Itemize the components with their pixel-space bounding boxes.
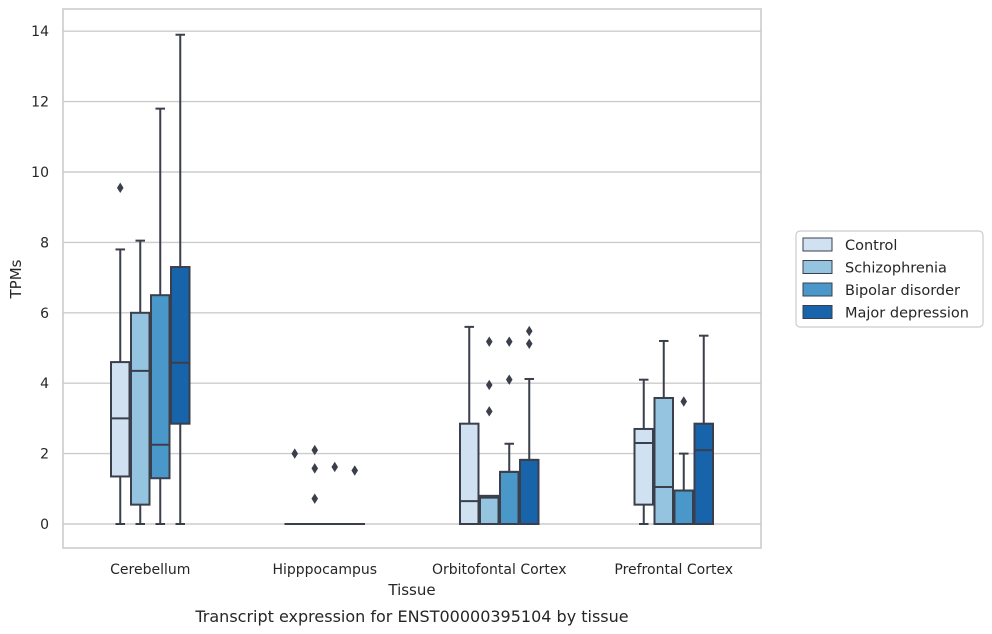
box-1-0 bbox=[284, 448, 305, 526]
outlier-point bbox=[525, 338, 533, 349]
box-iqr bbox=[170, 266, 191, 425]
box-iqr bbox=[499, 470, 520, 525]
box-1-3 bbox=[344, 465, 365, 526]
outlier-point bbox=[291, 448, 299, 459]
outlier-point bbox=[680, 396, 688, 407]
y-tick-label: 10 bbox=[31, 165, 49, 181]
box-0-1 bbox=[130, 239, 151, 525]
outlier-point bbox=[485, 336, 493, 347]
y-tick-label: 4 bbox=[40, 376, 49, 392]
legend-swatch bbox=[802, 237, 833, 252]
y-tick-label: 14 bbox=[31, 24, 49, 40]
y-tick-label: 12 bbox=[31, 95, 49, 111]
box-3-0 bbox=[633, 378, 654, 525]
x-tick-label: Cerebellum bbox=[110, 562, 190, 578]
box-1-1 bbox=[304, 444, 325, 526]
box-3-2 bbox=[673, 396, 694, 525]
box-iqr bbox=[653, 396, 674, 526]
outlier-point bbox=[311, 463, 319, 474]
legend-swatch bbox=[802, 282, 833, 297]
box-iqr bbox=[459, 422, 480, 525]
outlier-point bbox=[331, 461, 339, 473]
outlier-point bbox=[485, 379, 493, 391]
chart-caption: Transcript expression for ENST0000039510… bbox=[194, 607, 628, 626]
y-tick-label: 8 bbox=[40, 235, 49, 251]
y-tick-labels: 0 2 4 6 8 10 12 14 bbox=[31, 24, 49, 533]
box-2-3 bbox=[519, 325, 540, 526]
x-tick-label: Prefrontal Cortex bbox=[614, 562, 733, 578]
outlier-point bbox=[311, 493, 319, 504]
legend-swatch bbox=[802, 260, 833, 274]
outlier-point bbox=[485, 406, 493, 417]
x-tick-label: Orbitofontal Cortex bbox=[432, 562, 567, 578]
x-tick-label: Hipppocampus bbox=[272, 562, 377, 578]
box-iqr bbox=[693, 422, 714, 525]
legend: Control Schizophrenia Bipolar disorder Majo… bbox=[795, 230, 984, 328]
plot-area-frame bbox=[62, 8, 762, 549]
outlier-point bbox=[311, 444, 319, 456]
outlier-point bbox=[351, 465, 359, 476]
legend-label: Bipolar disorder bbox=[845, 283, 960, 299]
x-tick-labels: Cerebellum Hipppocampus Orbitofontal Corte… bbox=[110, 562, 733, 578]
box-iqr bbox=[633, 427, 654, 506]
box-3-3 bbox=[693, 334, 714, 525]
box-2-1 bbox=[479, 336, 500, 525]
box-2-0 bbox=[459, 325, 480, 525]
x-axis-label: Tissue bbox=[387, 581, 435, 599]
box-0-3 bbox=[170, 33, 191, 525]
box-iqr bbox=[519, 458, 540, 526]
boxes bbox=[110, 33, 714, 526]
legend-label: Major depression bbox=[845, 306, 969, 322]
legend-label: Schizophrenia bbox=[845, 261, 947, 277]
outlier-point bbox=[505, 374, 513, 385]
outlier-point bbox=[505, 336, 513, 347]
y-tick-label: 0 bbox=[40, 517, 49, 533]
box-iqr bbox=[479, 494, 500, 525]
box-iqr bbox=[130, 311, 151, 506]
box-0-2 bbox=[150, 107, 171, 525]
box-1-2 bbox=[324, 461, 345, 526]
box-iqr bbox=[150, 294, 171, 480]
box-iqr bbox=[673, 489, 694, 525]
box-0-0 bbox=[110, 182, 131, 525]
outlier-point bbox=[525, 325, 533, 337]
box-3-1 bbox=[653, 339, 674, 526]
legend-frame bbox=[795, 230, 984, 328]
box-2-2 bbox=[499, 336, 520, 525]
y-tick-label: 2 bbox=[40, 447, 49, 463]
legend-label: Control bbox=[845, 238, 897, 254]
y-axis-label: TPMs bbox=[7, 259, 25, 299]
y-tick-label: 6 bbox=[40, 306, 49, 322]
outlier-point bbox=[116, 182, 124, 194]
legend-swatch bbox=[802, 305, 833, 319]
